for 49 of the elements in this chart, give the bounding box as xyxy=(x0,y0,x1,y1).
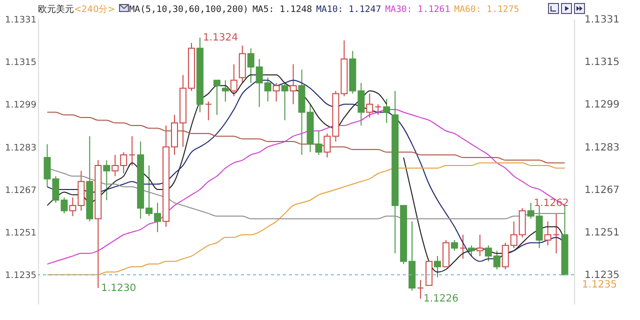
y2-tick-label: 1.1251 xyxy=(584,228,620,239)
y-tick-label: 1.1235 xyxy=(5,271,36,282)
y-tick-label: 1.1251 xyxy=(5,228,36,239)
y2-tick-label: 1.1299 xyxy=(584,100,620,111)
y2-tick-label: 1.1283 xyxy=(584,142,620,154)
y2-tick-label: 1.1331 xyxy=(584,14,620,26)
candlestick xyxy=(128,136,136,166)
text: MA(5,10,30,60,100,200) xyxy=(129,5,248,15)
candlestick xyxy=(238,45,246,84)
chart-subtitle: <240分> xyxy=(74,5,116,15)
candlestick xyxy=(442,240,450,268)
candlestick xyxy=(383,98,390,124)
annotation: 1.1324 xyxy=(202,32,238,44)
text: MA5: 1.1248 xyxy=(252,5,312,15)
line-series xyxy=(46,112,566,164)
candlestick xyxy=(459,234,466,260)
annotation: 1.1226 xyxy=(424,294,459,305)
candlestick xyxy=(272,82,280,102)
y-tick-label: 1.1315 xyxy=(5,58,36,68)
candlestick xyxy=(450,240,458,252)
chart-title: 欧元美元 xyxy=(38,5,74,15)
candlestick xyxy=(281,82,288,121)
y-tick-label: 1.1283 xyxy=(5,143,36,154)
candlestick xyxy=(544,220,552,246)
candlestick xyxy=(290,64,297,105)
candlestick xyxy=(204,101,212,121)
y2-tick-label: 1.1267 xyxy=(584,184,620,196)
y-tick-label: 1.1331 xyxy=(5,16,36,26)
candlestick xyxy=(476,234,484,257)
y-tick-label: 1.1267 xyxy=(5,186,36,196)
candlestick xyxy=(434,256,441,278)
text: MA10: 1.1247 xyxy=(316,5,382,15)
text: MA30: 1.1261 xyxy=(385,5,450,15)
candlestick xyxy=(222,80,229,102)
candlestick xyxy=(426,260,433,286)
y2-tick-label: 1.1235 xyxy=(584,270,620,282)
candlestick xyxy=(374,104,382,116)
annotation: 1.1230 xyxy=(101,283,136,294)
text: MA60: 1.1275 xyxy=(454,5,520,15)
candlestick xyxy=(230,64,238,97)
y2-tick-label: 1.1315 xyxy=(584,57,620,68)
candlestick xyxy=(213,80,220,116)
candlestick xyxy=(552,212,560,254)
candlestick xyxy=(366,93,374,118)
candlestick xyxy=(103,160,110,201)
ref-line-label: 1.1235 xyxy=(582,280,617,291)
candlestick xyxy=(468,244,475,257)
y-tick-label: 1.1299 xyxy=(5,100,37,111)
candlestick xyxy=(417,280,424,300)
